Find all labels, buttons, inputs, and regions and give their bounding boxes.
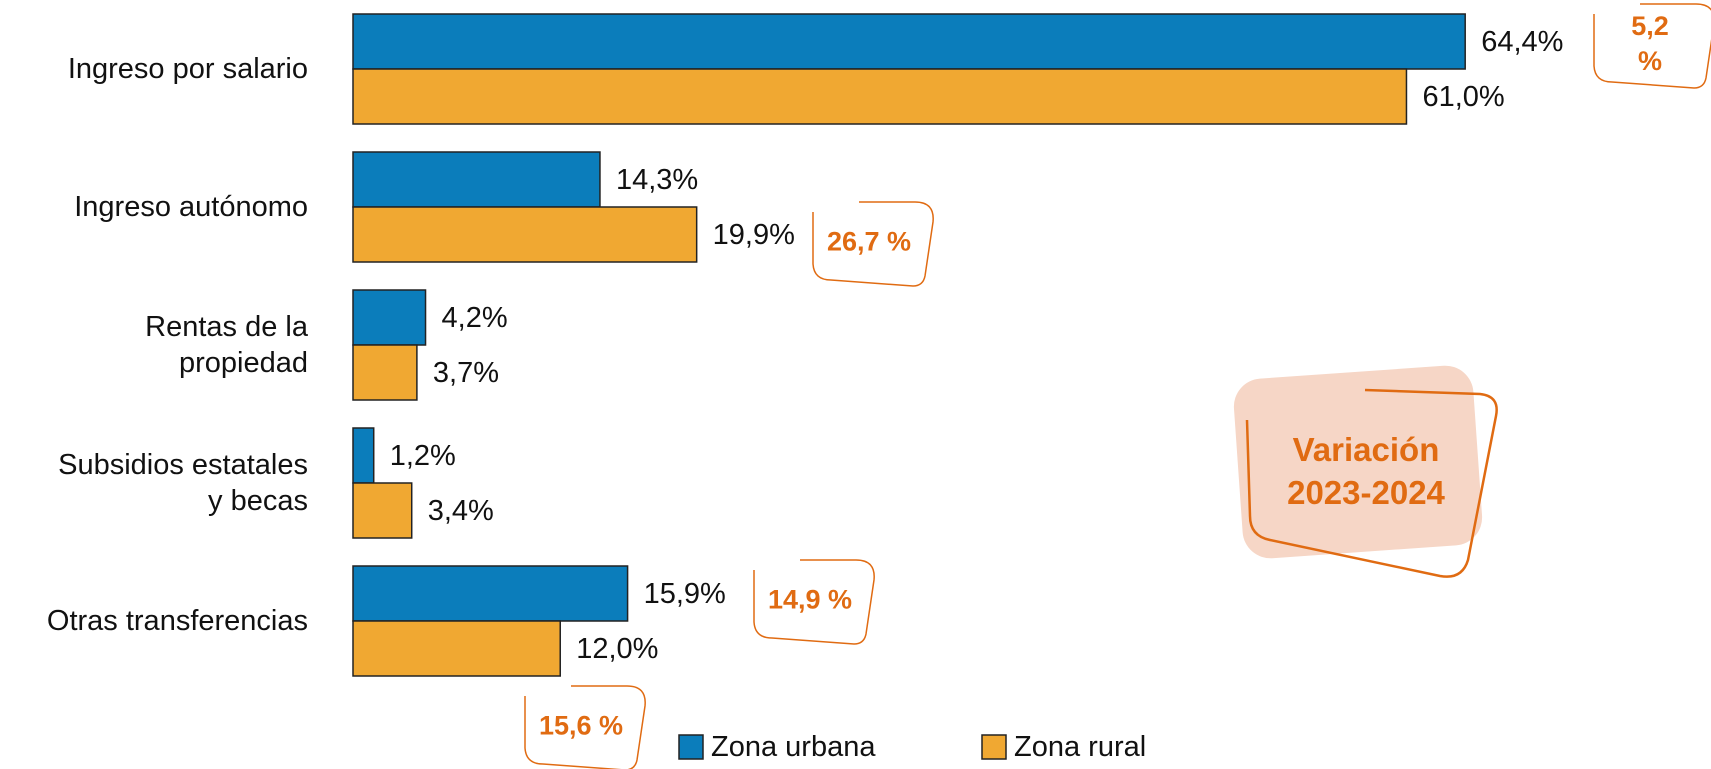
bar [352, 13, 1466, 70]
legend-swatch [981, 734, 1007, 760]
category-label: Ingreso autónomo [74, 191, 308, 223]
value-label: 4,2% [441, 301, 508, 334]
value-label: 3,7% [432, 356, 499, 389]
legend-label: Zona rural [1014, 731, 1147, 763]
annotation-outline [812, 201, 934, 287]
bar [352, 482, 413, 539]
variation-outline [1245, 388, 1498, 578]
bar [352, 206, 698, 263]
category-label: Rentas de la propiedad [145, 310, 308, 379]
annotation: 15,6 % [538, 710, 624, 741]
variation-box [1233, 365, 1483, 559]
bar [352, 620, 561, 677]
annotation: 14,9 % [767, 584, 853, 615]
annotation: 5,2 % [1631, 10, 1669, 76]
annotation-outline [753, 559, 875, 645]
annotation-outline [1593, 3, 1711, 89]
bar [352, 344, 418, 401]
legend-swatch [678, 734, 704, 760]
value-label: 1,2% [389, 439, 456, 472]
category-label: Subsidios estatales y becas [58, 448, 308, 517]
bar [352, 151, 601, 208]
value-label: 14,3% [615, 163, 699, 196]
value-label: 61,0% [1422, 80, 1505, 113]
category-label: Ingreso por salario [67, 53, 308, 85]
legend-label: Zona urbana [711, 731, 876, 763]
bar [352, 68, 1408, 125]
value-label: 19,9% [712, 218, 795, 251]
value-label: 15,9% [643, 577, 726, 610]
value-label: 12,0% [576, 632, 659, 665]
value-label: 3,4% [427, 494, 494, 527]
bar [352, 565, 629, 622]
variation-title: Variación 2023-2024 [1287, 431, 1445, 511]
annotation: 26,7 % [826, 226, 912, 257]
value-label: 64,4% [1481, 25, 1564, 58]
category-label: Otras transferencias [46, 605, 308, 637]
bar [352, 289, 427, 346]
annotation-outline [524, 685, 646, 769]
bar [352, 427, 375, 484]
